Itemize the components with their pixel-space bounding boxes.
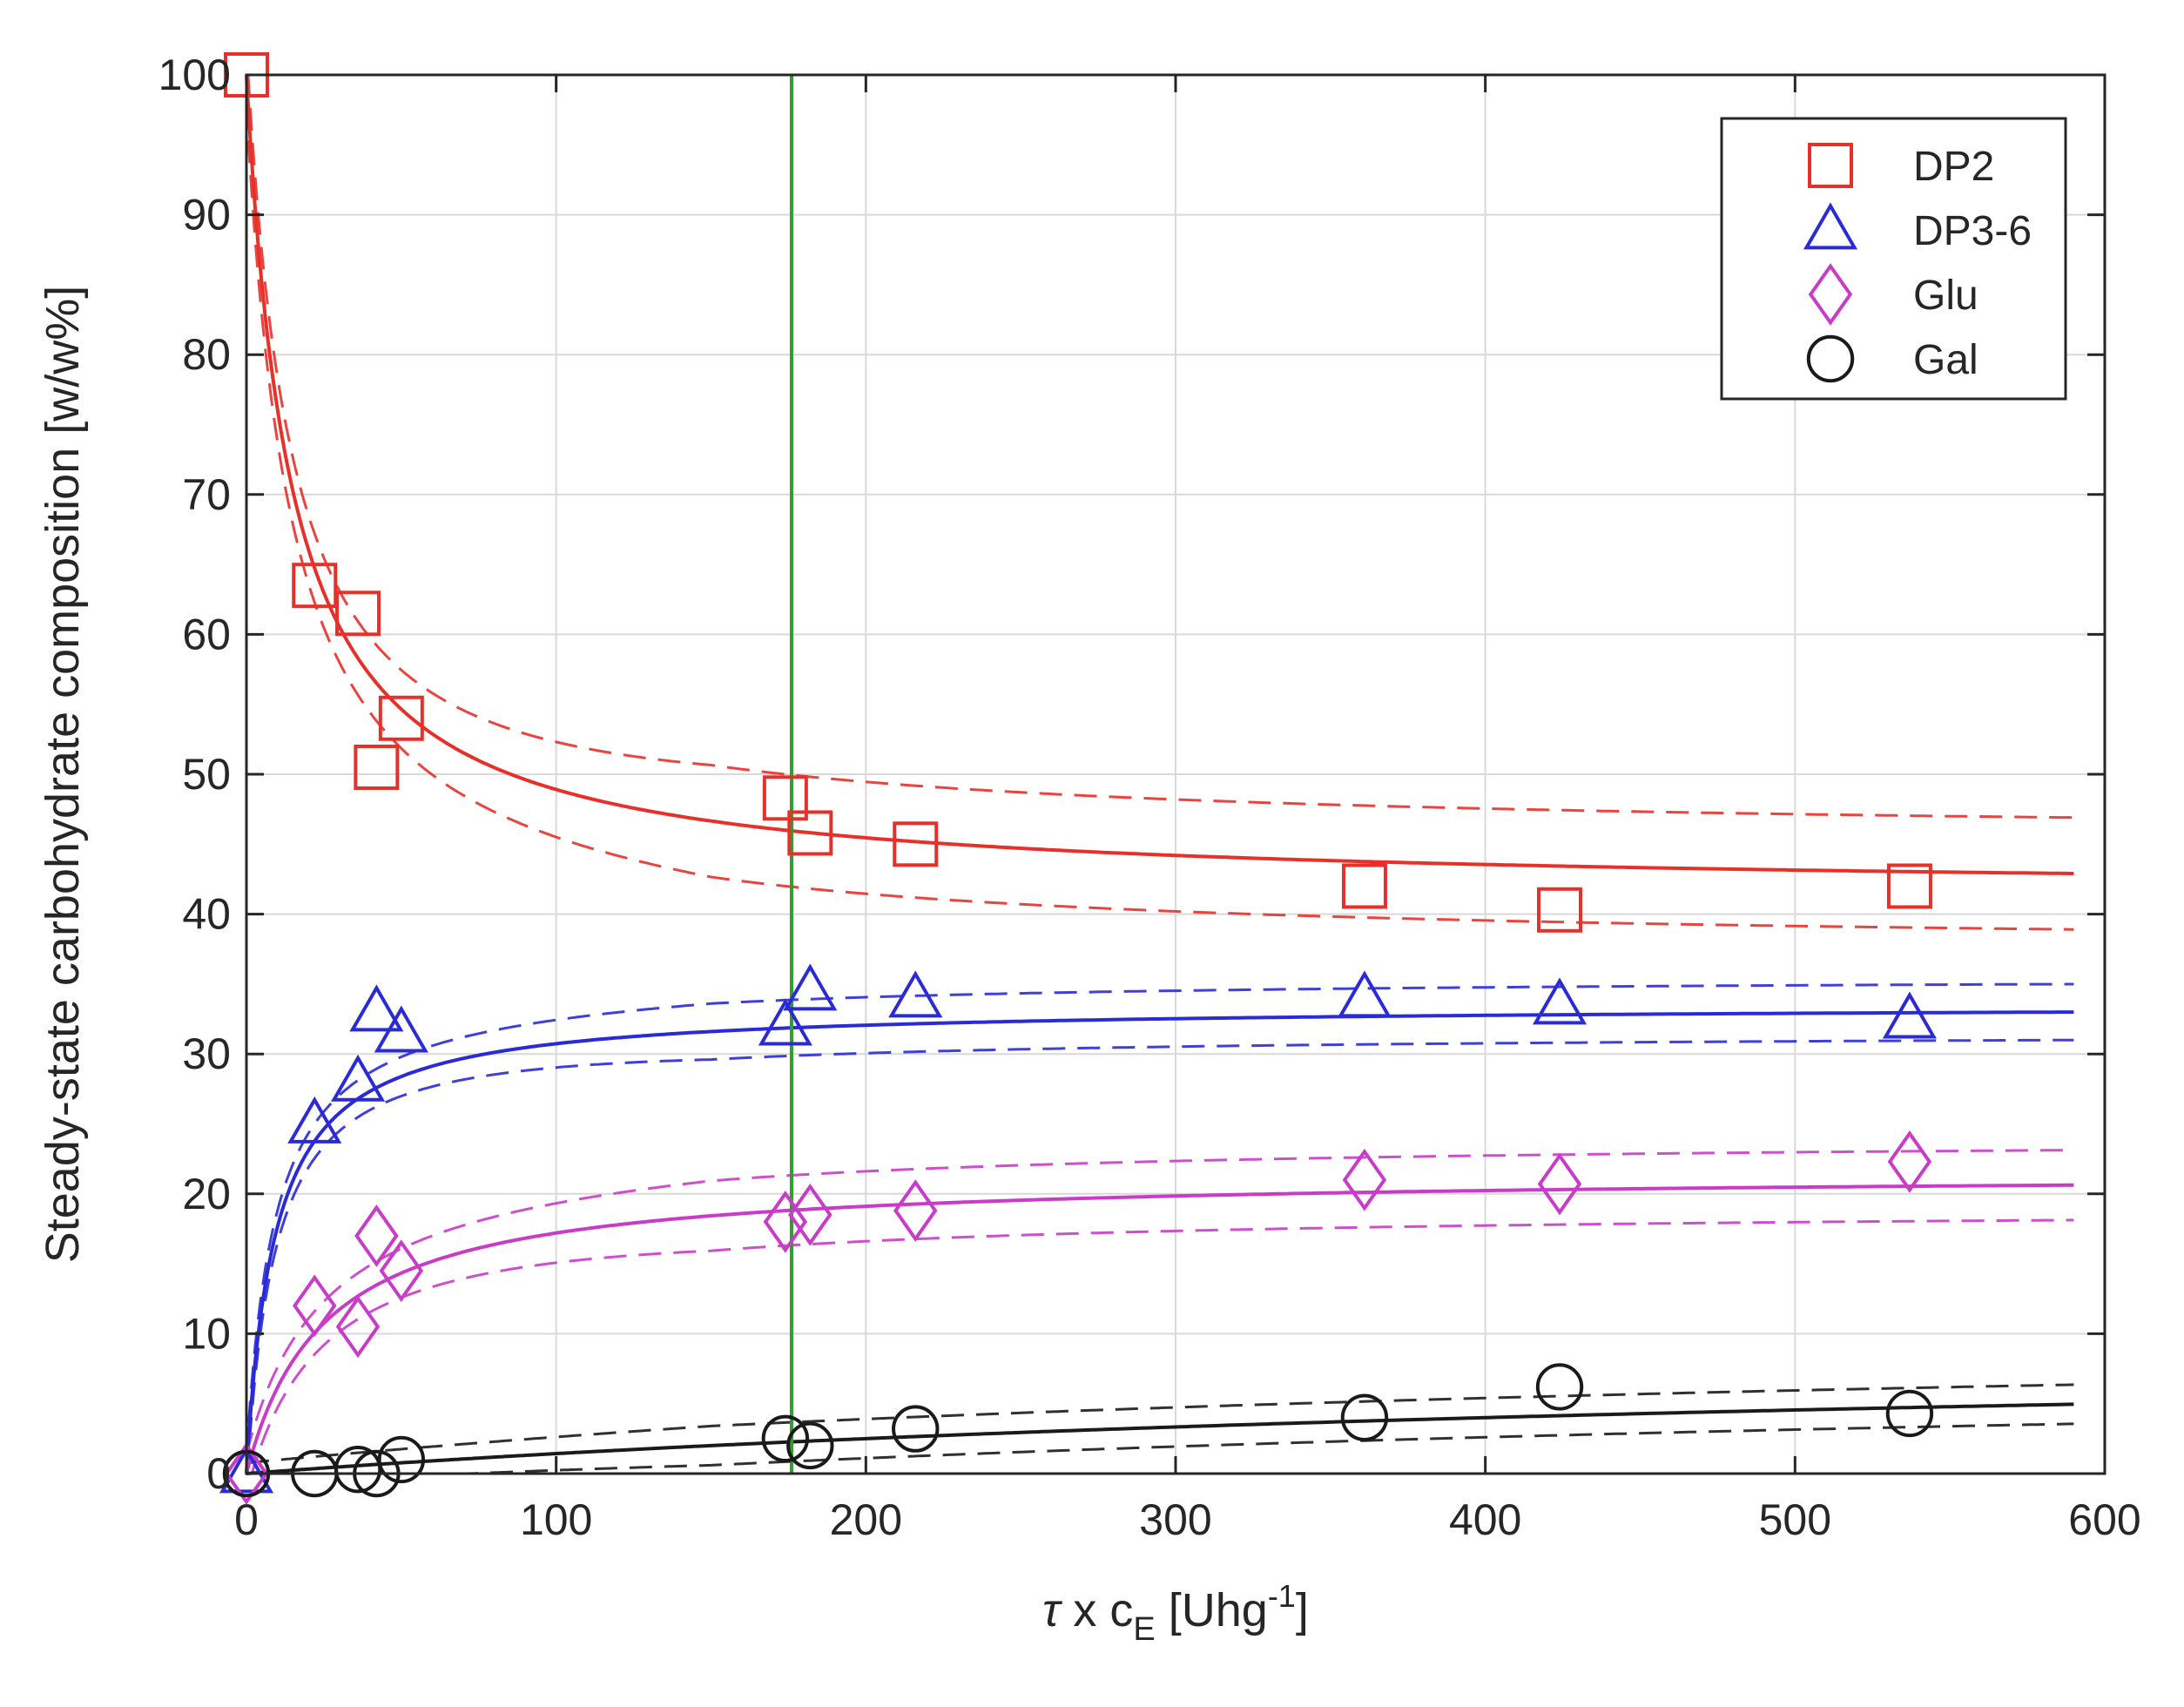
legend: DP2 DP3-6 Glu Gal — [1720, 117, 2067, 401]
data-point-dp2 — [1886, 863, 1932, 909]
confidence-band-dp3-6 — [246, 1038, 2074, 1475]
data-markers — [219, 52, 1937, 1505]
y-tick-label: 30 — [182, 1029, 231, 1078]
data-point-gal — [786, 1421, 834, 1470]
x-tick-label: 300 — [1139, 1495, 1211, 1544]
y-tick-label: 10 — [182, 1309, 231, 1358]
legend-label-glu: Glu — [1913, 273, 1978, 319]
x-tick-label: 600 — [2068, 1495, 2140, 1544]
data-point-dp2 — [787, 810, 833, 856]
data-point-dp3-6 — [287, 1096, 342, 1144]
data-point-dp2 — [292, 563, 338, 609]
y-tick-label: 0 — [206, 1449, 231, 1498]
data-point-gal — [761, 1414, 810, 1463]
y-axis-title: Steady-state carbohydrate composition [w… — [37, 286, 89, 1264]
data-point-glu — [1537, 1152, 1582, 1216]
data-point-dp2 — [378, 695, 424, 741]
confidence-band-gal — [246, 1422, 2074, 1475]
axis-ticks: 0 100 200 300 400 500 600 0 10 20 30 40 50 60 70 80 90 10… — [158, 51, 2141, 1544]
legend-label-gal: Gal — [1913, 337, 1978, 383]
fit-curve-dp3-6 — [245, 1010, 2074, 1474]
x-axis-title-main: x c — [1060, 1584, 1133, 1636]
data-point-dp3-6 — [888, 970, 943, 1018]
data-point-dp2 — [1537, 887, 1583, 933]
data-point-dp2 — [893, 821, 939, 867]
data-point-glu — [293, 1274, 337, 1338]
data-point-dp2 — [1341, 863, 1387, 909]
data-point-gal — [892, 1405, 940, 1453]
x-axis-title-close: ] — [1296, 1584, 1309, 1636]
data-point-dp3-6 — [758, 998, 812, 1046]
y-tick-label: 40 — [182, 890, 231, 939]
confidence-band-dp3-6 — [245, 982, 2074, 1459]
data-point-dp3-6 — [349, 984, 404, 1032]
data-point-glu — [1887, 1130, 1932, 1193]
y-tick-label: 90 — [182, 191, 231, 240]
legend-marker-glu — [1808, 263, 1853, 326]
legend-box — [1720, 117, 2067, 401]
fit-curve-dp2 — [245, 74, 2074, 875]
legend-marker-dp3-6 — [1803, 202, 1858, 250]
data-point-glu — [893, 1179, 938, 1242]
x-tick-label: 200 — [830, 1495, 902, 1544]
data-point-dp3-6 — [783, 963, 838, 1011]
y-tick-label: 60 — [182, 610, 231, 658]
legend-label-dp3-6: DP3-6 — [1913, 208, 2032, 254]
y-tick-label: 70 — [182, 470, 231, 519]
data-point-dp3-6 — [374, 1005, 428, 1053]
data-point-gal — [377, 1435, 426, 1484]
data-point-glu — [379, 1239, 424, 1303]
data-point-dp3-6 — [1532, 977, 1587, 1025]
fit-curves — [245, 74, 2074, 1475]
data-point-gal — [1885, 1389, 1934, 1438]
data-point-dp3-6 — [219, 1446, 274, 1494]
confidence-band-dp2 — [246, 73, 2074, 820]
x-tick-label: 500 — [1759, 1495, 1831, 1544]
data-point-gal — [1535, 1363, 1584, 1411]
data-point-glu — [224, 1442, 269, 1505]
data-point-dp2 — [335, 590, 381, 637]
x-axis-title-superscript: -1 — [1268, 1578, 1296, 1614]
data-point-dp3-6 — [1337, 970, 1392, 1018]
confidence-band-glu — [246, 1218, 2074, 1475]
x-axis-title-unit: [Uhg — [1156, 1584, 1268, 1636]
data-point-dp3-6 — [330, 1054, 386, 1102]
confidence-band-gal — [246, 1383, 2074, 1465]
data-point-dp3-6 — [1882, 991, 1937, 1039]
y-tick-label: 80 — [182, 330, 231, 379]
x-axis-title-tau: τ — [1042, 1584, 1062, 1636]
x-tick-label: 400 — [1449, 1495, 1521, 1544]
data-point-glu — [335, 1295, 381, 1359]
legend-label-dp2: DP2 — [1913, 144, 1994, 190]
fit-curve-glu — [245, 1183, 2074, 1474]
x-axis-title: τ x cE [Uhg-1] — [1042, 1578, 1309, 1648]
x-tick-label: 100 — [520, 1495, 592, 1544]
y-tick-label: 100 — [158, 51, 231, 99]
data-point-gal — [1340, 1393, 1389, 1441]
data-point-glu — [1342, 1148, 1387, 1211]
y-tick-label: 50 — [182, 750, 231, 799]
data-point-glu — [763, 1191, 808, 1253]
data-point-dp2 — [354, 744, 400, 790]
legend-marker-dp2 — [1808, 143, 1853, 188]
x-axis-title-subscript: E — [1133, 1611, 1155, 1648]
x-tick-label: 0 — [234, 1495, 259, 1544]
legend-marker-gal — [1806, 334, 1855, 383]
y-tick-label: 20 — [182, 1170, 231, 1218]
confidence-bands — [245, 73, 2074, 1475]
confidence-band-dp2 — [245, 105, 2074, 931]
fit-curve-gal — [246, 1402, 2074, 1475]
data-point-glu — [788, 1184, 832, 1246]
data-point-glu — [354, 1204, 399, 1267]
data-point-dp2 — [762, 775, 808, 821]
